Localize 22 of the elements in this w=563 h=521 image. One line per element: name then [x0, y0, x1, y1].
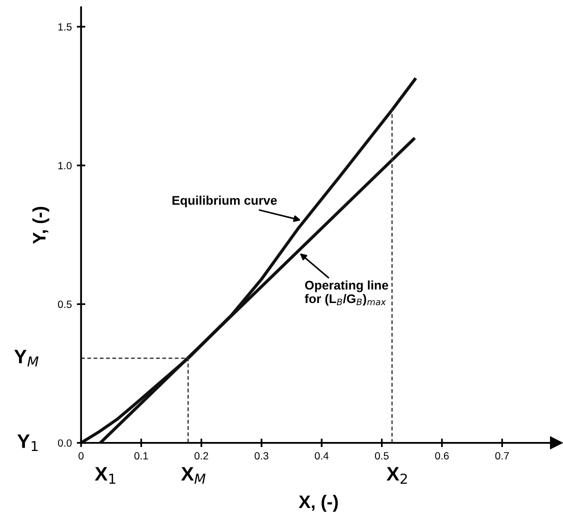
x-tick-label: 0.4 [314, 452, 329, 460]
x-tick-label: 0.2 [194, 452, 208, 460]
line-series [81, 78, 416, 443]
x-tick-label: 0.7 [495, 452, 509, 460]
annotation: Y$_{1}$ [17, 434, 38, 452]
x-tick-label: 0.1 [134, 452, 148, 460]
annotation: Operating line for (L$_{B}$/G$_{B}$)$_{max}$ [304, 280, 388, 306]
y-tick-label: 0.0 [58, 439, 72, 447]
y-tick-label: 1.5 [58, 23, 72, 31]
x-tick-label: 0.5 [374, 452, 389, 460]
x-tick-label: 0.3 [254, 452, 268, 460]
annotation: X$_{2}$ [386, 467, 407, 484]
y-tick-label: 0.5 [58, 300, 72, 308]
x-tick-label: 0.6 [435, 452, 449, 460]
x-tick-label: 0 [78, 452, 84, 460]
annotation: X$_{M}$ [181, 467, 206, 484]
annotation: X$_{1}$ [94, 467, 116, 484]
annotation: Equilibrium curve [172, 196, 277, 208]
x-axis-title: X, (-) [298, 494, 338, 512]
y-axis-title: Y, (-) [32, 206, 50, 244]
y-tick-label: 1.0 [58, 162, 72, 170]
annotation: Y$_{M}$ [14, 350, 38, 366]
